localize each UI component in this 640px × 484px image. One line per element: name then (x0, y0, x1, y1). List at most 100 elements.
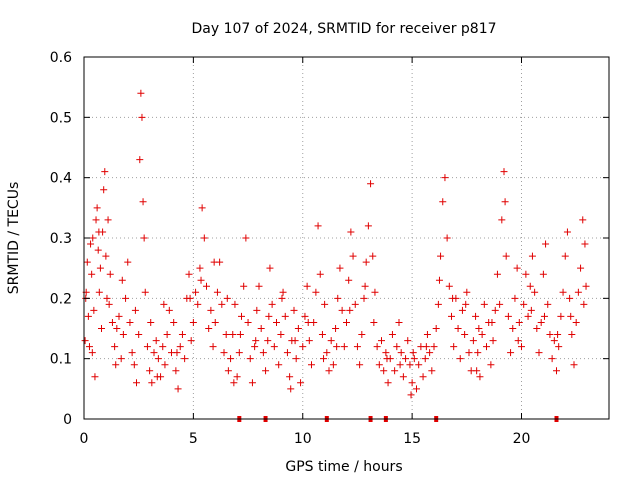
data-point (509, 325, 517, 332)
data-point (559, 288, 567, 296)
data-point (526, 282, 534, 290)
data-point (275, 361, 283, 369)
data-point (192, 288, 200, 296)
data-point (435, 276, 443, 284)
data-point (522, 270, 530, 278)
data-point (544, 300, 552, 308)
data-point (318, 331, 326, 339)
data-point (474, 349, 482, 357)
data-point (173, 349, 181, 357)
data-point (333, 343, 341, 351)
data-point (283, 349, 291, 357)
data-point (540, 312, 548, 320)
data-point (449, 294, 457, 302)
data-point (537, 318, 545, 326)
data-point (351, 300, 359, 308)
y-tick-label: 0.2 (50, 291, 72, 307)
data-point (557, 312, 565, 320)
data-point (138, 113, 146, 121)
data-point (373, 343, 381, 351)
data-point (388, 331, 396, 339)
data-point (445, 282, 453, 290)
data-point (279, 288, 287, 296)
data-point (507, 349, 515, 357)
data-point (563, 228, 571, 236)
data-point (251, 343, 259, 351)
data-point (130, 361, 138, 369)
data-point (152, 337, 160, 345)
data-point (220, 349, 228, 357)
data-point (478, 331, 486, 339)
data-point (395, 318, 403, 326)
data-point (172, 367, 180, 375)
data-point (290, 306, 298, 314)
data-point (112, 361, 120, 369)
data-point (426, 349, 434, 357)
data-point (148, 379, 156, 387)
data-point (520, 300, 528, 308)
data-point (419, 373, 427, 381)
data-point (207, 306, 215, 314)
data-point (347, 228, 355, 236)
grid-lines (84, 57, 609, 419)
data-point (98, 325, 105, 332)
data-point (480, 300, 488, 308)
x-tick-label: 20 (513, 431, 531, 447)
data-point (402, 355, 410, 363)
data-point (346, 306, 354, 314)
data-point (338, 306, 346, 314)
data-point (268, 300, 276, 308)
data-point (133, 379, 140, 387)
data-point (119, 331, 127, 339)
data-point (304, 318, 312, 326)
data-point (432, 325, 440, 332)
data-point (380, 367, 388, 375)
data-point (287, 385, 295, 393)
data-point (213, 288, 221, 296)
data-point (472, 312, 480, 320)
data-point (198, 204, 206, 212)
data-point (408, 379, 416, 387)
data-point (561, 252, 569, 260)
data-point (246, 355, 254, 363)
data-point (194, 300, 202, 308)
data-point (218, 300, 226, 308)
data-point (259, 349, 267, 357)
data-point (137, 89, 145, 97)
data-point (334, 294, 342, 302)
data-point (496, 300, 504, 308)
data-point (533, 325, 541, 332)
data-point (273, 318, 280, 326)
data-point (568, 331, 576, 339)
x-tick-label: 10 (294, 431, 312, 447)
axis-ticks (83, 56, 609, 420)
data-point (165, 306, 173, 314)
data-point (255, 282, 263, 290)
data-point (518, 343, 525, 351)
data-point (238, 312, 245, 320)
data-point (143, 343, 151, 351)
data-point (308, 361, 315, 369)
data-point (81, 337, 89, 345)
data-point (378, 337, 385, 345)
data-point (391, 367, 399, 375)
data-point (493, 270, 501, 278)
data-point (501, 198, 509, 206)
data-point (146, 367, 154, 375)
data-point (399, 373, 407, 381)
data-point (281, 312, 289, 320)
data-point (428, 367, 436, 375)
data-point (278, 294, 286, 302)
data-point (371, 288, 379, 296)
data-point (473, 367, 481, 375)
data-point (286, 373, 294, 381)
data-point (554, 331, 562, 339)
data-point (450, 343, 458, 351)
data-point (101, 168, 109, 176)
data-point (461, 331, 469, 339)
data-point (514, 337, 522, 345)
data-point (361, 282, 369, 290)
data-point (139, 198, 147, 206)
data-point (502, 252, 510, 260)
